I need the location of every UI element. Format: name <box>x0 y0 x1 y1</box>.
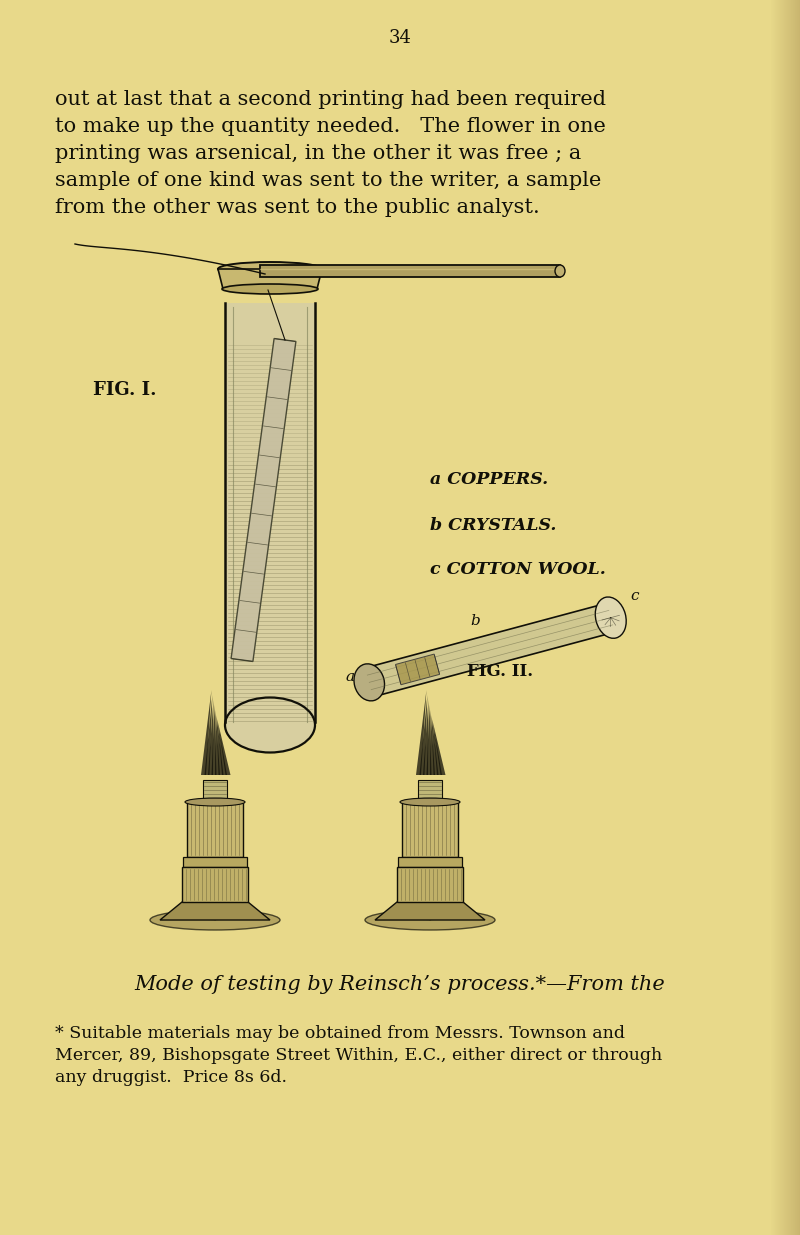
Text: c: c <box>630 589 639 603</box>
Bar <box>787 0 788 1235</box>
Text: b: b <box>470 614 480 629</box>
Text: Mode of testing by Reinsch’s process.*—From the: Mode of testing by Reinsch’s process.*—F… <box>134 976 666 994</box>
Polygon shape <box>434 725 446 776</box>
Bar <box>790 0 791 1235</box>
Polygon shape <box>430 710 435 776</box>
Bar <box>795 0 796 1235</box>
Polygon shape <box>395 655 439 684</box>
Ellipse shape <box>222 284 318 294</box>
Polygon shape <box>231 338 296 662</box>
Bar <box>771 0 772 1235</box>
Text: any druggist.  Price 8s 6d.: any druggist. Price 8s 6d. <box>55 1070 287 1086</box>
Ellipse shape <box>365 910 495 930</box>
Polygon shape <box>201 690 211 776</box>
Text: sample of one kind was sent to the writer, a sample: sample of one kind was sent to the write… <box>55 170 602 190</box>
Bar <box>772 0 773 1235</box>
Polygon shape <box>203 781 227 802</box>
Bar <box>779 0 780 1235</box>
Bar <box>783 0 784 1235</box>
Text: FIG. II.: FIG. II. <box>467 663 533 679</box>
Text: out at last that a second printing had been required: out at last that a second printing had b… <box>55 90 606 109</box>
Polygon shape <box>398 857 462 867</box>
Bar <box>770 0 771 1235</box>
Bar <box>781 0 782 1235</box>
Polygon shape <box>423 700 429 776</box>
Bar <box>776 0 777 1235</box>
Text: Mercer, 89, Bishopsgate Street Within, E.C., either direct or through: Mercer, 89, Bishopsgate Street Within, E… <box>55 1047 662 1065</box>
Bar <box>785 0 786 1235</box>
Polygon shape <box>211 705 217 776</box>
Ellipse shape <box>354 664 385 701</box>
Text: 34: 34 <box>389 28 411 47</box>
Bar <box>791 0 792 1235</box>
Text: FIG. I.: FIG. I. <box>93 382 157 399</box>
Bar <box>784 0 785 1235</box>
Text: a: a <box>345 671 354 684</box>
Polygon shape <box>431 715 438 776</box>
Ellipse shape <box>218 262 322 275</box>
Polygon shape <box>208 700 214 776</box>
Bar <box>788 0 789 1235</box>
Polygon shape <box>187 802 243 857</box>
Polygon shape <box>205 695 213 776</box>
Bar <box>777 0 778 1235</box>
Bar <box>789 0 790 1235</box>
Polygon shape <box>397 867 463 902</box>
Polygon shape <box>218 720 227 776</box>
Bar <box>778 0 779 1235</box>
Ellipse shape <box>150 910 280 930</box>
Ellipse shape <box>185 798 245 806</box>
Polygon shape <box>160 902 270 920</box>
Text: * Suitable materials may be obtained from Messrs. Townson and: * Suitable materials may be obtained fro… <box>55 1025 625 1042</box>
Polygon shape <box>218 269 322 289</box>
Bar <box>782 0 783 1235</box>
Ellipse shape <box>400 798 460 806</box>
Bar <box>796 0 797 1235</box>
Polygon shape <box>402 802 458 857</box>
Ellipse shape <box>555 266 565 277</box>
Polygon shape <box>416 690 426 776</box>
Polygon shape <box>433 720 442 776</box>
Text: a COPPERS.: a COPPERS. <box>430 472 548 489</box>
Bar <box>775 0 776 1235</box>
Bar <box>780 0 781 1235</box>
Polygon shape <box>182 867 248 902</box>
Text: to make up the quantity needed.   The flower in one: to make up the quantity needed. The flow… <box>55 117 606 136</box>
Polygon shape <box>260 266 560 277</box>
Polygon shape <box>418 781 442 802</box>
Text: c COTTON WOOL.: c COTTON WOOL. <box>430 562 606 578</box>
Polygon shape <box>366 603 614 697</box>
Ellipse shape <box>225 698 315 752</box>
Ellipse shape <box>595 597 626 638</box>
Bar <box>794 0 795 1235</box>
Bar <box>774 0 775 1235</box>
Polygon shape <box>419 695 427 776</box>
Polygon shape <box>218 725 230 776</box>
Polygon shape <box>426 705 431 776</box>
Polygon shape <box>183 857 247 867</box>
Bar <box>798 0 799 1235</box>
Bar <box>799 0 800 1235</box>
Polygon shape <box>225 303 315 725</box>
Text: from the other was sent to the public analyst.: from the other was sent to the public an… <box>55 198 540 217</box>
Polygon shape <box>217 715 223 776</box>
Bar <box>793 0 794 1235</box>
Bar <box>792 0 793 1235</box>
Polygon shape <box>215 710 220 776</box>
Bar <box>797 0 798 1235</box>
Text: printing was arsenical, in the other it was free ; a: printing was arsenical, in the other it … <box>55 144 582 163</box>
Bar <box>786 0 787 1235</box>
Text: b CRYSTALS.: b CRYSTALS. <box>430 516 556 534</box>
Bar <box>773 0 774 1235</box>
Polygon shape <box>375 902 485 920</box>
